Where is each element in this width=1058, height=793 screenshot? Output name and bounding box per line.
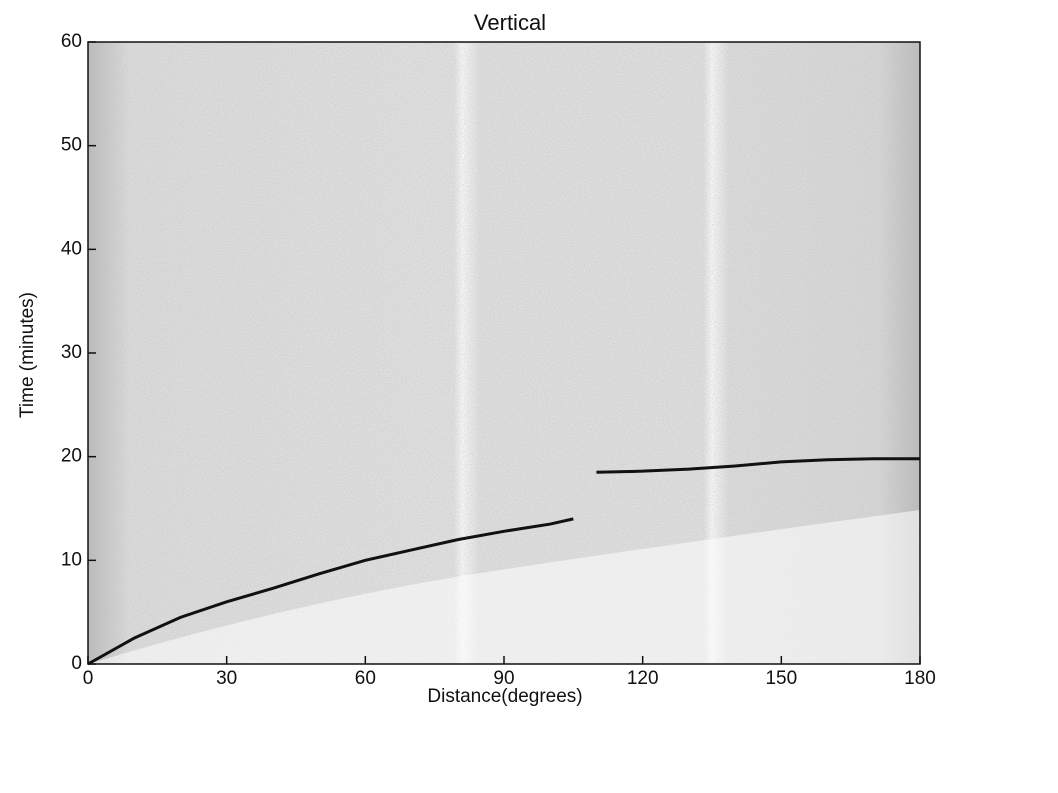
travel-time-curve [87,517,574,666]
y-tick-label: 40 [61,238,82,259]
y-tick-label: 30 [61,342,82,363]
x-tick-label: 60 [355,668,376,689]
plot-background [88,42,920,664]
x-tick-label: 90 [493,668,514,689]
y-tick-label: 60 [61,31,82,52]
x-tick-label: 120 [627,668,659,689]
x-tick-label: 150 [765,668,797,689]
y-tick-label: 20 [61,446,82,467]
x-tick-label: 30 [216,668,237,689]
x-axis-label: Distance(degrees) [427,686,582,707]
travel-time-curve [596,457,920,474]
y-tick-label: 0 [71,653,82,674]
x-tick-label: 0 [83,668,94,689]
y-axis-label: Time (minutes) [17,292,38,418]
chart-title: Vertical [474,10,546,35]
y-tick-label: 10 [61,549,82,570]
x-tick-label: 180 [904,668,936,689]
y-tick-label: 50 [61,135,82,156]
